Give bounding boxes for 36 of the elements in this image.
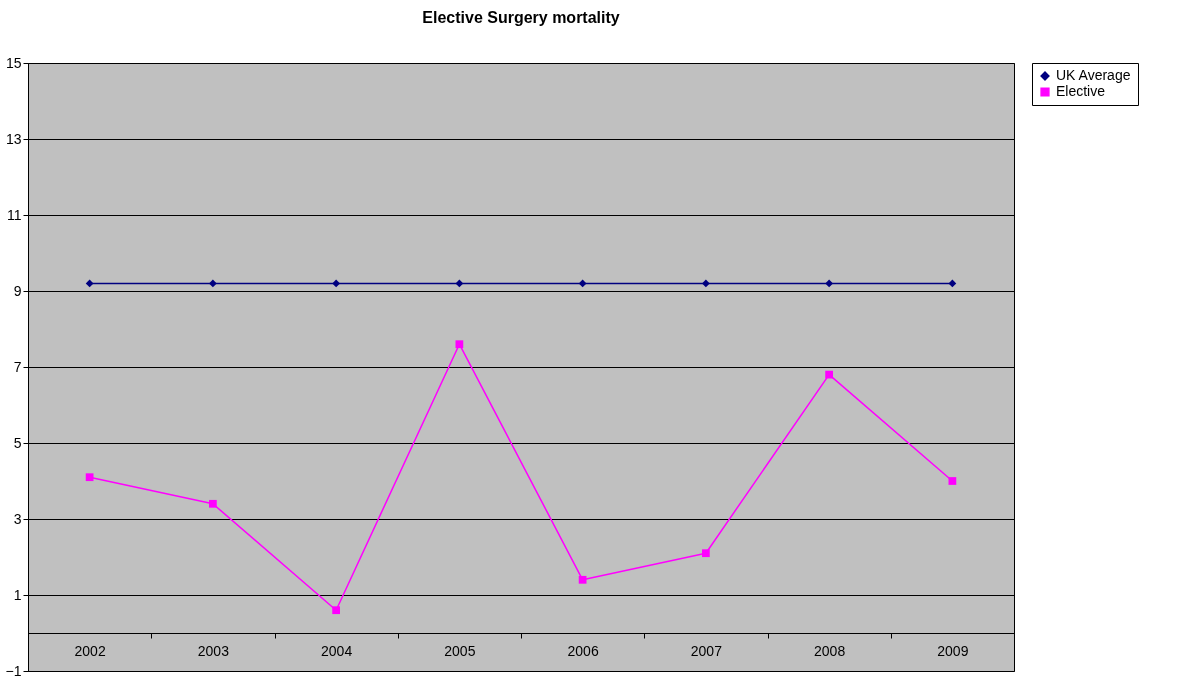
point <box>578 575 587 584</box>
x-tick-label: 2009 <box>937 642 969 659</box>
y-tick-label: −1 <box>5 662 22 679</box>
x-tick-label: 2003 <box>197 642 230 659</box>
point <box>948 279 957 288</box>
x-tick-label: 2004 <box>321 642 353 659</box>
point <box>332 279 340 288</box>
x-tick-label: 2005 <box>444 642 476 659</box>
point <box>332 606 340 615</box>
point <box>825 279 833 288</box>
point <box>948 477 957 485</box>
point <box>825 370 833 379</box>
point <box>702 279 710 288</box>
y-tick-label: 11 <box>6 206 22 223</box>
legend-label: UK Average <box>1056 67 1131 83</box>
y-tick-label: 1 <box>13 586 22 603</box>
x-tick-label: 2007 <box>690 642 723 659</box>
point <box>85 279 94 288</box>
y-tick-label: 3 <box>13 510 22 527</box>
point <box>455 279 464 288</box>
x-tick-label: 2002 <box>74 642 106 659</box>
x-tick-label: 2008 <box>814 642 846 659</box>
x-tick-label: 2006 <box>567 642 599 659</box>
point <box>455 340 464 349</box>
y-tick-label: 5 <box>13 434 22 451</box>
y-tick-label: 15 <box>5 54 22 71</box>
y-tick-label: 9 <box>13 282 22 299</box>
point <box>209 279 217 288</box>
point <box>209 499 217 508</box>
y-tick-label: 13 <box>5 130 22 147</box>
chart-title: Elective Surgery mortality <box>422 9 620 26</box>
point <box>702 549 710 558</box>
point <box>85 473 94 482</box>
point <box>578 279 587 288</box>
y-tick-label: 7 <box>13 358 22 375</box>
legend-label: Elective <box>1056 83 1106 99</box>
